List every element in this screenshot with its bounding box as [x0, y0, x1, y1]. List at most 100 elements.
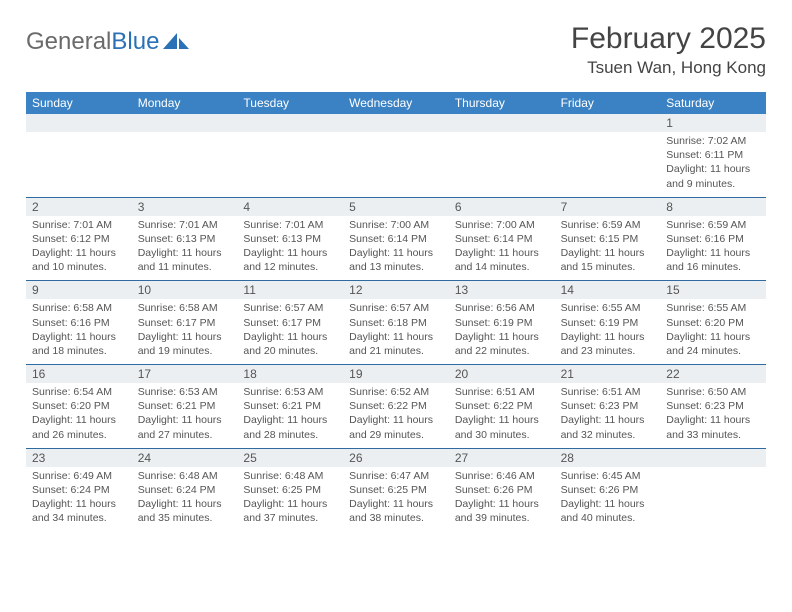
day-info-line: Sunset: 6:16 PM — [666, 232, 760, 246]
day-body: Sunrise: 6:57 AMSunset: 6:17 PMDaylight:… — [237, 299, 343, 364]
day-info-line: Daylight: 11 hours and 19 minutes. — [138, 330, 232, 358]
day-info-line: Sunset: 6:24 PM — [138, 483, 232, 497]
day-body: Sunrise: 6:45 AMSunset: 6:26 PMDaylight:… — [555, 467, 661, 532]
day-number — [449, 114, 555, 132]
day-info-line: Daylight: 11 hours and 40 minutes. — [561, 497, 655, 525]
day-info-line: Daylight: 11 hours and 32 minutes. — [561, 413, 655, 441]
day-info-line: Sunset: 6:22 PM — [455, 399, 549, 413]
day-body: Sunrise: 6:53 AMSunset: 6:21 PMDaylight:… — [237, 383, 343, 448]
day-body-row: Sunrise: 7:01 AMSunset: 6:12 PMDaylight:… — [26, 216, 766, 282]
day-body: Sunrise: 6:59 AMSunset: 6:15 PMDaylight:… — [555, 216, 661, 281]
day-number-row: 9101112131415 — [26, 281, 766, 299]
day-info-line: Sunset: 6:13 PM — [243, 232, 337, 246]
day-body-row: Sunrise: 6:58 AMSunset: 6:16 PMDaylight:… — [26, 299, 766, 365]
day-info-line: Sunrise: 6:53 AM — [243, 385, 337, 399]
logo-sail-icon — [163, 31, 189, 49]
day-body: Sunrise: 6:56 AMSunset: 6:19 PMDaylight:… — [449, 299, 555, 364]
day-info-line: Sunrise: 6:52 AM — [349, 385, 443, 399]
day-body: Sunrise: 6:55 AMSunset: 6:19 PMDaylight:… — [555, 299, 661, 364]
day-info-line: Daylight: 11 hours and 9 minutes. — [666, 162, 760, 190]
day-number-row: 2345678 — [26, 198, 766, 216]
day-info-line: Sunset: 6:25 PM — [349, 483, 443, 497]
day-number-row: 232425262728 — [26, 449, 766, 467]
location-label: Tsuen Wan, Hong Kong — [571, 58, 766, 78]
day-number: 9 — [26, 281, 132, 299]
day-info-line: Sunrise: 7:01 AM — [32, 218, 126, 232]
calendar-grid: SundayMondayTuesdayWednesdayThursdayFrid… — [26, 92, 766, 531]
day-number: 8 — [660, 198, 766, 216]
day-number-row: 16171819202122 — [26, 365, 766, 383]
day-info-line: Daylight: 11 hours and 18 minutes. — [32, 330, 126, 358]
day-info-line: Sunset: 6:20 PM — [666, 316, 760, 330]
day-info-line: Daylight: 11 hours and 35 minutes. — [138, 497, 232, 525]
day-info-line: Sunset: 6:19 PM — [561, 316, 655, 330]
day-number: 11 — [237, 281, 343, 299]
day-body: Sunrise: 6:55 AMSunset: 6:20 PMDaylight:… — [660, 299, 766, 364]
logo-word1: General — [26, 28, 111, 55]
day-number — [660, 449, 766, 467]
month-title: February 2025 — [571, 22, 766, 56]
day-body: Sunrise: 7:01 AMSunset: 6:13 PMDaylight:… — [237, 216, 343, 281]
day-info-line: Sunset: 6:26 PM — [455, 483, 549, 497]
day-number: 4 — [237, 198, 343, 216]
weeks-container: 1Sunrise: 7:02 AMSunset: 6:11 PMDaylight… — [26, 114, 766, 531]
day-number: 22 — [660, 365, 766, 383]
day-info-line: Sunrise: 7:00 AM — [349, 218, 443, 232]
day-body: Sunrise: 7:00 AMSunset: 6:14 PMDaylight:… — [343, 216, 449, 281]
weekday-header-cell: Friday — [555, 92, 661, 114]
day-body — [132, 132, 238, 197]
day-number — [132, 114, 238, 132]
day-info-line: Sunrise: 6:56 AM — [455, 301, 549, 315]
day-info-line: Daylight: 11 hours and 29 minutes. — [349, 413, 443, 441]
day-info-line: Sunrise: 6:50 AM — [666, 385, 760, 399]
day-body: Sunrise: 7:01 AMSunset: 6:13 PMDaylight:… — [132, 216, 238, 281]
day-info-line: Daylight: 11 hours and 39 minutes. — [455, 497, 549, 525]
day-info-line: Daylight: 11 hours and 21 minutes. — [349, 330, 443, 358]
day-info-line: Daylight: 11 hours and 11 minutes. — [138, 246, 232, 274]
day-number: 27 — [449, 449, 555, 467]
day-body — [555, 132, 661, 197]
day-info-line: Daylight: 11 hours and 15 minutes. — [561, 246, 655, 274]
day-body: Sunrise: 6:52 AMSunset: 6:22 PMDaylight:… — [343, 383, 449, 448]
day-info-line: Sunrise: 6:49 AM — [32, 469, 126, 483]
day-info-line: Sunrise: 6:58 AM — [32, 301, 126, 315]
day-info-line: Daylight: 11 hours and 30 minutes. — [455, 413, 549, 441]
day-info-line: Sunset: 6:24 PM — [32, 483, 126, 497]
day-number: 16 — [26, 365, 132, 383]
day-number: 19 — [343, 365, 449, 383]
day-info-line: Sunset: 6:22 PM — [349, 399, 443, 413]
day-info-line: Sunrise: 6:58 AM — [138, 301, 232, 315]
day-body — [660, 467, 766, 532]
weekday-header-cell: Saturday — [660, 92, 766, 114]
weekday-header-cell: Monday — [132, 92, 238, 114]
day-info-line: Sunset: 6:15 PM — [561, 232, 655, 246]
page-header: GeneralBlue February 2025 Tsuen Wan, Hon… — [26, 22, 766, 78]
day-body: Sunrise: 6:46 AMSunset: 6:26 PMDaylight:… — [449, 467, 555, 532]
day-body: Sunrise: 6:51 AMSunset: 6:22 PMDaylight:… — [449, 383, 555, 448]
day-number: 5 — [343, 198, 449, 216]
day-body: Sunrise: 6:47 AMSunset: 6:25 PMDaylight:… — [343, 467, 449, 532]
day-info-line: Daylight: 11 hours and 22 minutes. — [455, 330, 549, 358]
day-info-line: Sunset: 6:21 PM — [138, 399, 232, 413]
day-number — [343, 114, 449, 132]
day-info-line: Sunset: 6:26 PM — [561, 483, 655, 497]
day-number: 6 — [449, 198, 555, 216]
day-info-line: Daylight: 11 hours and 24 minutes. — [666, 330, 760, 358]
day-number: 25 — [237, 449, 343, 467]
day-info-line: Daylight: 11 hours and 10 minutes. — [32, 246, 126, 274]
day-info-line: Sunset: 6:13 PM — [138, 232, 232, 246]
day-body — [237, 132, 343, 197]
day-number: 13 — [449, 281, 555, 299]
weekday-header-cell: Sunday — [26, 92, 132, 114]
day-number: 7 — [555, 198, 661, 216]
day-info-line: Sunrise: 6:46 AM — [455, 469, 549, 483]
day-info-line: Sunrise: 6:51 AM — [561, 385, 655, 399]
day-info-line: Sunrise: 7:00 AM — [455, 218, 549, 232]
day-number: 12 — [343, 281, 449, 299]
day-number: 24 — [132, 449, 238, 467]
day-info-line: Sunset: 6:25 PM — [243, 483, 337, 497]
day-body: Sunrise: 6:57 AMSunset: 6:18 PMDaylight:… — [343, 299, 449, 364]
day-info-line: Sunset: 6:19 PM — [455, 316, 549, 330]
day-body — [343, 132, 449, 197]
weekday-header-cell: Tuesday — [237, 92, 343, 114]
